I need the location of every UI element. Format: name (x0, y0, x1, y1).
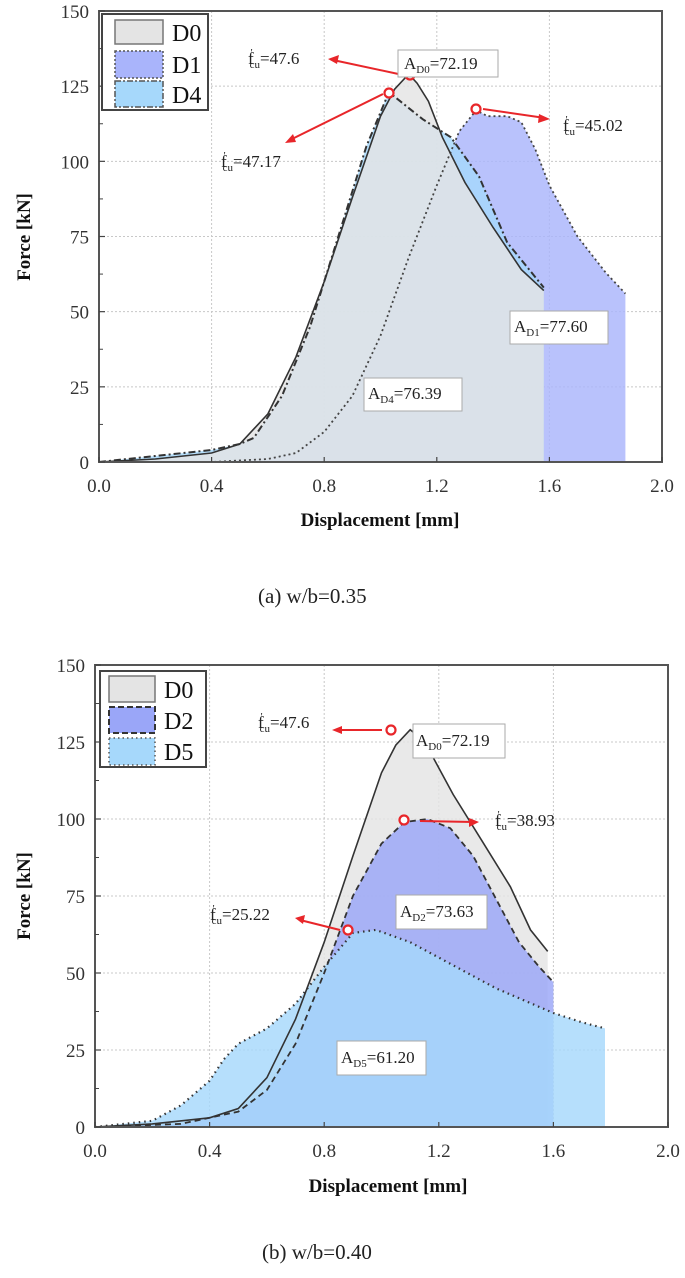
x-axis-label: Displacement [mm] (309, 1176, 468, 1197)
y-tick-label: 0 (76, 1118, 86, 1139)
x-tick-label: 1.2 (425, 476, 449, 497)
svg-text:AD1=77.60: AD1=77.60 (514, 317, 588, 339)
area-label-d5: AD5=61.20 (336, 1040, 427, 1076)
peak-annotations (285, 55, 550, 143)
area-label-d4: AD4=76.39 (363, 377, 463, 412)
peak-marker-d5 (342, 924, 354, 936)
y-tick-label: 25 (66, 1041, 85, 1062)
x-tick-label: 0.4 (198, 1141, 222, 1162)
y-tick-label: 50 (66, 964, 85, 985)
x-tick-label: 1.2 (427, 1141, 451, 1162)
series-areas (98, 72, 627, 463)
legend-swatch-d0 (114, 19, 164, 45)
area-label-d2: AD2=73.63 (395, 894, 488, 930)
curve-d4 (98, 90, 545, 463)
x-tick-label: 2.0 (656, 1141, 680, 1162)
area-d5 (95, 929, 605, 1127)
y-tick-label: 125 (57, 733, 86, 754)
peak-marker-d4 (383, 87, 395, 99)
y-tick-label: 150 (57, 656, 86, 677)
area-label-d1: AD1=77.60 (509, 310, 609, 345)
curve-d0 (94, 728, 549, 1128)
legend-label-d4: D4 (172, 83, 201, 109)
peak-annotations (295, 724, 479, 936)
svg-text:AD0=72.19: AD0=72.19 (416, 731, 490, 753)
chart-panel-a: 0.0 0.4 0.8 1.2 1.6 2.0 0 25 50 75 100 125 150 Force… (14, 2, 674, 531)
legend-swatch-d4 (114, 80, 164, 108)
x-tick-label: 0.0 (87, 476, 111, 497)
y-tick-label: 75 (70, 228, 89, 249)
y-tick-label: 50 (70, 303, 89, 324)
x-tick-label: 0.4 (200, 476, 224, 497)
svg-text:AD5=61.20: AD5=61.20 (341, 1048, 415, 1070)
legend-label-d2: D2 (164, 709, 193, 735)
legend-label-d0: D0 (164, 678, 193, 704)
y-tick-label: 150 (61, 2, 90, 23)
x-tick-label: 1.6 (542, 1141, 566, 1162)
curve-d0 (98, 72, 545, 463)
y-tick-label: 100 (57, 810, 86, 831)
fcu-label-d4: f' cu=47.17 (221, 150, 281, 174)
svg-text:AD2=73.63: AD2=73.63 (400, 902, 474, 924)
svg-text:AD4=76.39: AD4=76.39 (368, 384, 442, 406)
fcu-label-d0: f' cu=47.6 (248, 47, 299, 71)
axis-ticks: 0.0 0.4 0.8 1.2 1.6 2.0 0 25 50 75 100 125 150 (57, 656, 680, 1162)
legend: D0 D1 D4 (101, 13, 209, 111)
x-axis-label: Displacement [mm] (301, 510, 460, 531)
x-tick-label: 0.8 (312, 1141, 336, 1162)
legend-swatch-d0 (108, 675, 156, 703)
legend-label-d1: D1 (172, 53, 201, 79)
curve-d2 (94, 818, 555, 1128)
svg-text:AD0=72.19: AD0=72.19 (404, 54, 478, 76)
y-tick-label: 0 (80, 453, 90, 474)
peak-marker-d1 (470, 103, 482, 115)
x-tick-label: 1.6 (538, 476, 562, 497)
y-axis-label: Force [kN] (14, 193, 35, 281)
legend-label-d0: D0 (172, 21, 201, 47)
legend-swatch-d2 (108, 706, 156, 734)
y-tick-label: 125 (61, 77, 90, 98)
x-tick-label: 0.8 (312, 476, 336, 497)
x-tick-label: 0.0 (83, 1141, 107, 1162)
legend-swatch-d1 (114, 50, 164, 79)
fcu-label-d2: f' cu=38.93 (495, 809, 555, 833)
legend-label-d5: D5 (164, 740, 193, 766)
x-tick-label: 2.0 (650, 476, 674, 497)
legend-swatch-d5 (108, 737, 156, 766)
curve-d5 (94, 928, 606, 1129)
fcu-label-d0: f' cu=47.6 (258, 711, 309, 735)
fcu-label-d1: f' cu=45.02 (563, 114, 623, 138)
y-tick-label: 25 (70, 378, 89, 399)
axis-ticks: 0.0 0.4 0.8 1.2 1.6 2.0 0 25 50 75 100 125 150 (61, 2, 674, 497)
legend: D0 D2 D5 (99, 670, 207, 768)
area-label-d0: AD0=72.19 (397, 49, 499, 78)
area-d0 (99, 74, 544, 462)
chart-panel-b: 0.0 0.4 0.8 1.2 1.6 2.0 0 25 50 75 100 125 150 Force… (14, 656, 680, 1197)
fcu-label-d5: f' cu=25.22 (210, 903, 270, 927)
caption-panel-b: (b) w/b=0.40 (262, 1240, 372, 1264)
peak-marker-d0 (385, 724, 397, 736)
y-tick-label: 100 (61, 152, 90, 173)
area-label-d0: AD0=72.19 (412, 723, 506, 759)
y-tick-label: 75 (66, 887, 85, 908)
caption-panel-a: (a) w/b=0.35 (258, 584, 367, 608)
peak-marker-d2 (398, 814, 410, 826)
y-axis-label: Force [kN] (14, 852, 35, 940)
